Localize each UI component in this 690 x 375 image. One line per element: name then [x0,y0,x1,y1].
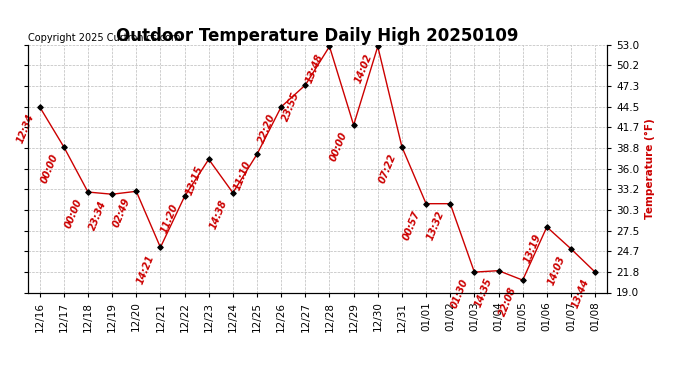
Text: 14:02: 14:02 [353,52,373,84]
Point [493,268,504,274]
Point [106,191,117,197]
Text: Copyright 2025 Curtronics.com: Copyright 2025 Curtronics.com [28,33,180,42]
Text: 23:34: 23:34 [87,200,108,232]
Point [203,156,214,162]
Point [518,277,529,283]
Point [83,189,94,195]
Point [420,201,432,207]
Point [179,194,190,200]
Text: 13:32: 13:32 [425,209,446,242]
Text: 13:19: 13:19 [522,232,542,265]
Text: 00:00: 00:00 [328,130,349,163]
Point [58,144,69,150]
Point [541,224,552,230]
Point [299,82,310,88]
Text: 13:44: 13:44 [570,278,591,310]
Text: 14:38: 14:38 [208,198,228,231]
Point [444,201,455,207]
Y-axis label: Temperature (°F): Temperature (°F) [645,118,655,219]
Point [155,244,166,250]
Text: 22:08: 22:08 [497,286,518,318]
Point [276,104,287,110]
Point [228,190,239,196]
Text: 11:20: 11:20 [159,202,180,234]
Text: 14:21: 14:21 [135,253,156,285]
Text: 14:03: 14:03 [546,254,566,287]
Point [324,44,335,50]
Text: 11:10: 11:10 [232,160,253,192]
Title: Outdoor Temperature Daily High 20250109: Outdoor Temperature Daily High 20250109 [116,27,519,45]
Text: 13:48: 13:48 [304,52,325,84]
Text: 22:20: 22:20 [256,112,277,145]
Text: 00:00: 00:00 [39,153,59,185]
Point [373,44,384,50]
Text: 07:22: 07:22 [377,153,397,185]
Text: 23:55: 23:55 [280,91,301,123]
Text: 00:57: 00:57 [401,209,422,242]
Point [589,269,600,275]
Point [130,188,142,194]
Point [565,246,576,252]
Point [34,104,46,110]
Point [469,269,480,275]
Text: 13:15: 13:15 [184,165,204,197]
Point [348,122,359,128]
Text: 02:49: 02:49 [111,197,132,229]
Text: 14:35: 14:35 [473,276,494,309]
Point [251,151,262,157]
Text: 01:30: 01:30 [449,278,470,310]
Text: 12:34: 12:34 [14,112,35,145]
Text: 00:00: 00:00 [63,198,83,230]
Point [396,144,407,150]
